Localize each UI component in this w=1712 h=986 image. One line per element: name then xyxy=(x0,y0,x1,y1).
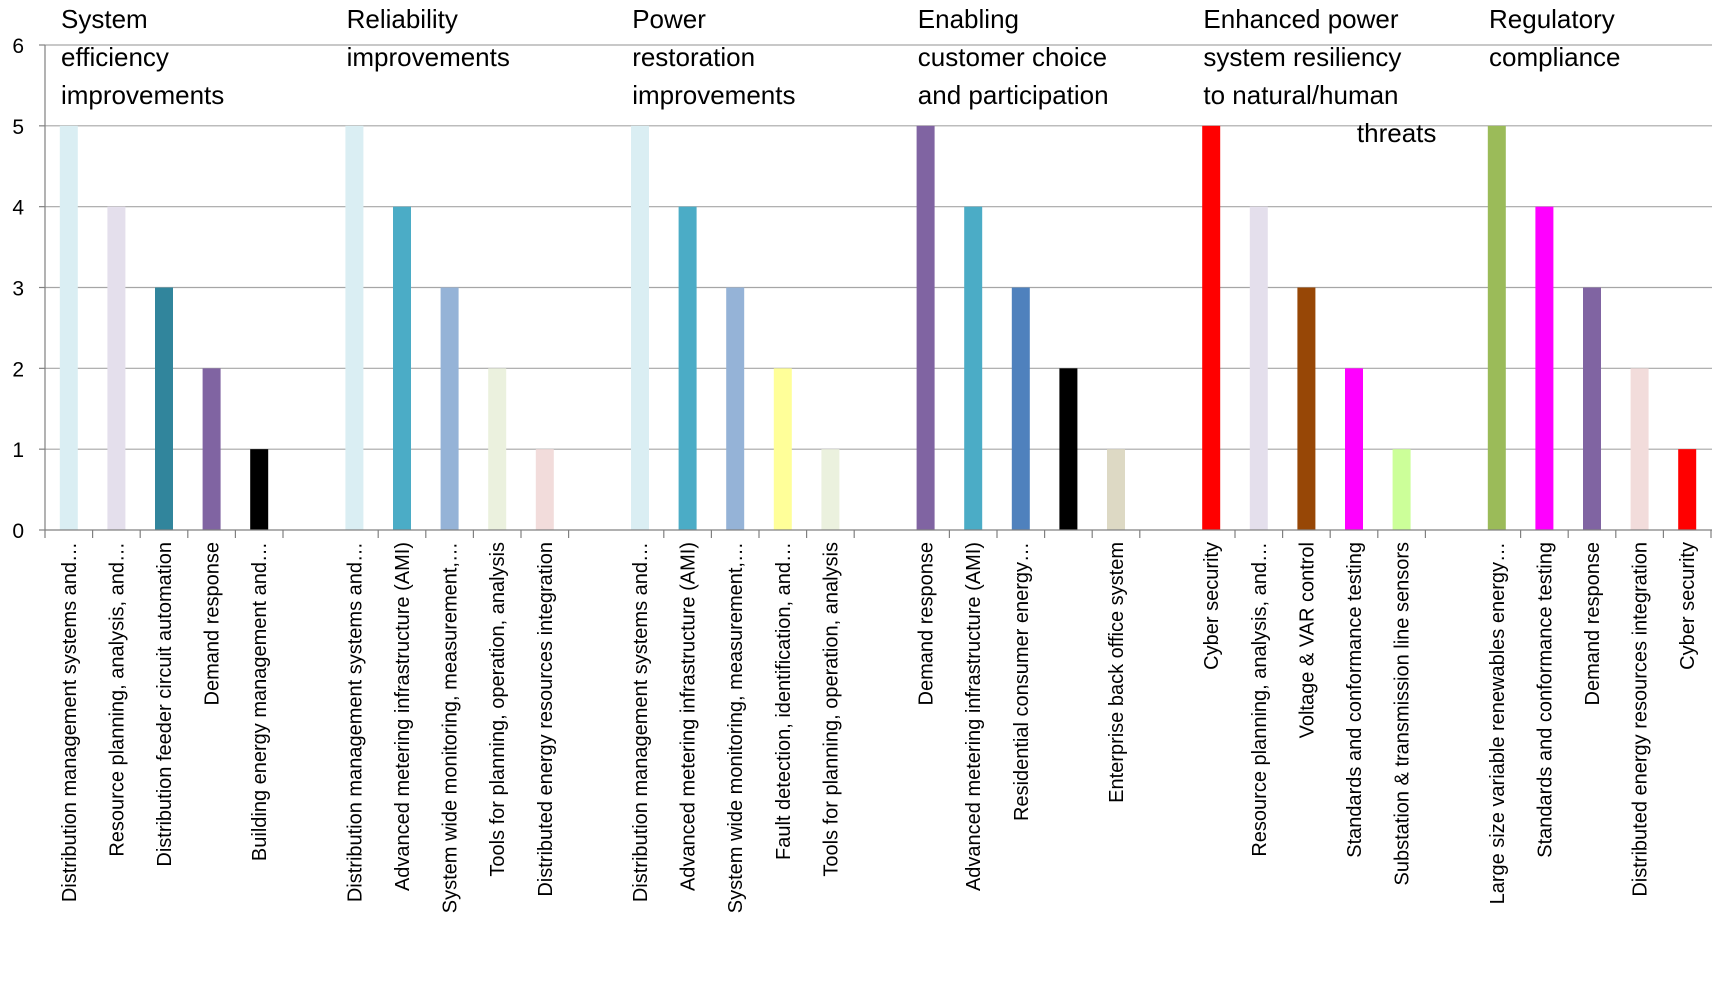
category-label: Standards and conformance testing xyxy=(1534,542,1556,858)
group-title-line: compliance xyxy=(1489,42,1621,72)
category-label: System wide monitoring, measurement,… xyxy=(725,542,747,913)
bar xyxy=(1392,449,1411,530)
group-title-line: System xyxy=(61,4,148,34)
category-labels: Distribution management systems and… Reso… xyxy=(59,542,1699,913)
bar xyxy=(250,449,269,530)
category-label: Advanced metering infrastructure (AMI) xyxy=(678,542,700,891)
category-label: Cyber security xyxy=(1677,542,1699,670)
category-label: Building energy management and… xyxy=(249,542,271,861)
y-tick-label: 6 xyxy=(12,35,24,58)
group-title-line: to natural/human xyxy=(1203,80,1398,110)
bar xyxy=(1678,449,1697,530)
category-label: Tools for planning, operation, analysis xyxy=(820,542,842,877)
bar xyxy=(726,287,745,530)
y-tick-label: 0 xyxy=(12,520,24,543)
y-tick-label: 1 xyxy=(12,439,24,462)
bar xyxy=(1249,206,1268,530)
category-label: Cyber security xyxy=(1201,542,1223,670)
bar xyxy=(59,125,78,530)
bar xyxy=(964,206,983,530)
bar xyxy=(1535,206,1554,530)
bar xyxy=(1059,368,1078,530)
group-title-line: threats xyxy=(1357,118,1437,148)
group-title-line: Power xyxy=(632,4,706,34)
bar xyxy=(535,449,554,530)
group-title-line: Enhanced power xyxy=(1203,4,1398,34)
bar xyxy=(107,206,126,530)
group-title-line: Regulatory xyxy=(1489,4,1615,34)
group-title-line: improvements xyxy=(347,42,510,72)
gridlines xyxy=(45,44,1712,450)
y-tick-label: 2 xyxy=(12,358,24,381)
bar xyxy=(440,287,459,530)
bar xyxy=(1583,287,1601,530)
category-label: Voltage & VAR control xyxy=(1296,542,1318,738)
category-label: System wide monitoring, measurement,… xyxy=(440,542,462,913)
category-label: Fault detection, identification, and… xyxy=(773,542,795,860)
bar xyxy=(155,287,173,530)
bar xyxy=(1297,287,1316,530)
bar xyxy=(1202,125,1221,530)
bar xyxy=(1630,368,1649,530)
y-tick-label: 5 xyxy=(12,116,24,139)
category-label: Distribution management systems and… xyxy=(59,542,81,902)
category-label: Tools for planning, operation, analysis xyxy=(487,542,509,877)
bar xyxy=(1011,287,1030,530)
bar xyxy=(393,206,411,530)
category-label: Resource planning, analysis, and… xyxy=(106,542,128,857)
group-title-line: efficiency xyxy=(61,42,169,72)
y-tick-label: 4 xyxy=(12,197,24,220)
category-label: Distributed energy resources integration xyxy=(535,542,557,897)
category-label: Advanced metering infrastructure (AMI) xyxy=(392,542,414,891)
category-label: Standards and conformance testing xyxy=(1344,542,1366,858)
bar xyxy=(488,368,507,530)
bar xyxy=(1345,368,1363,530)
category-label: Distribution management systems and… xyxy=(344,542,366,902)
category-label: Distribution feeder circuit automation xyxy=(154,542,176,867)
y-tick-label: 3 xyxy=(12,278,24,301)
bar xyxy=(821,449,840,530)
bar xyxy=(916,125,935,530)
group-titles: System efficiency improvements Reliability i… xyxy=(61,4,1621,148)
group-title-line: system resiliency xyxy=(1203,42,1401,72)
group-title-line: improvements xyxy=(632,80,795,110)
bar xyxy=(345,125,364,530)
bar xyxy=(773,368,792,530)
category-label: Residential consumer energy… xyxy=(1011,542,1033,821)
bar xyxy=(1107,449,1125,530)
bars xyxy=(59,125,1697,530)
group-title-line: customer choice xyxy=(918,42,1107,72)
y-axis-ticks: 0 1 2 3 4 5 6 xyxy=(12,35,24,543)
category-label: Substation & transmission line sensors xyxy=(1392,542,1414,886)
bar xyxy=(1487,125,1506,530)
category-label: Resource planning, analysis, and… xyxy=(1249,542,1271,857)
group-title-line: Reliability xyxy=(347,4,458,34)
category-label: Advanced metering infrastructure (AMI) xyxy=(963,542,985,891)
bar xyxy=(202,368,221,530)
group-title-line: Enabling xyxy=(918,4,1019,34)
bar xyxy=(631,125,649,530)
group-title-line: improvements xyxy=(61,80,224,110)
category-label: Distributed energy resources integration xyxy=(1630,542,1652,897)
group-title-line: restoration xyxy=(632,42,755,72)
axes xyxy=(39,44,1712,538)
category-label: Enterprise back office system xyxy=(1106,542,1128,803)
group-title-line: and participation xyxy=(918,80,1109,110)
category-label: Demand response xyxy=(202,542,224,705)
category-label: Demand response xyxy=(1582,542,1604,705)
category-label: Large size variable renewables energy… xyxy=(1487,542,1509,904)
bar xyxy=(678,206,697,530)
category-label: Distribution management systems and… xyxy=(630,542,652,902)
category-label: Demand response xyxy=(916,542,938,705)
